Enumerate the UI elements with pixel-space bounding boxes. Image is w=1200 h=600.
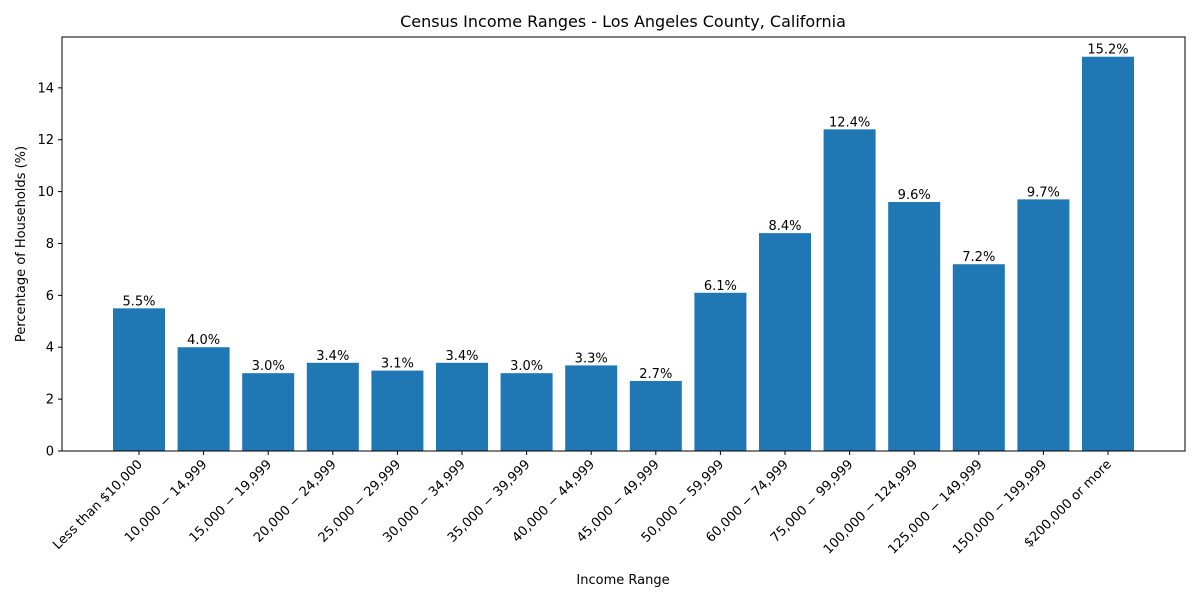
data-label-15: 15.2% bbox=[1087, 43, 1128, 58]
y-tick-label-4: 8 bbox=[46, 237, 54, 252]
y-tick-label-5: 10 bbox=[37, 185, 54, 200]
x-axis-label: Income Range bbox=[576, 573, 669, 588]
data-labels-layer: 5.5% 4.0% 3.0% 3.4% 3.1% 3.4% 3.0% 3.3% 2.7% 6.1%… bbox=[122, 43, 1128, 382]
data-label-10: 8.4% bbox=[768, 219, 801, 234]
chart-title: Census Income Ranges - Los Angeles Count… bbox=[400, 12, 846, 31]
data-label-5: 3.4% bbox=[445, 349, 478, 364]
bar-3 bbox=[306, 362, 359, 451]
bar-1 bbox=[177, 347, 230, 451]
data-label-9: 6.1% bbox=[704, 279, 737, 294]
bar-8 bbox=[629, 380, 682, 451]
bar-4 bbox=[371, 370, 424, 451]
y-axis: 0 2 4 6 8 10 12 14 bbox=[37, 81, 62, 460]
y-tick-label-3: 6 bbox=[46, 289, 54, 304]
y-tick-label-2: 4 bbox=[46, 341, 54, 356]
y-tick-label-6: 12 bbox=[37, 133, 54, 148]
plot-frame bbox=[61, 36, 1186, 452]
data-label-6: 3.0% bbox=[510, 359, 543, 374]
y-tick-label-1: 2 bbox=[46, 393, 54, 408]
data-label-7: 3.3% bbox=[575, 351, 608, 366]
data-label-12: 9.6% bbox=[898, 188, 931, 203]
bar-0 bbox=[113, 308, 165, 451]
bar-11 bbox=[823, 129, 876, 451]
data-label-1: 4.0% bbox=[187, 333, 220, 348]
data-label-11: 12.4% bbox=[829, 115, 870, 130]
data-label-3: 3.4% bbox=[316, 349, 349, 364]
bar-14 bbox=[1017, 199, 1070, 451]
y-tick-label-7: 14 bbox=[37, 81, 54, 96]
bar-15 bbox=[1082, 56, 1134, 452]
bars-layer bbox=[113, 56, 1134, 452]
data-label-14: 9.7% bbox=[1027, 185, 1060, 200]
y-tick-label-0: 0 bbox=[46, 445, 54, 460]
bar-5 bbox=[436, 362, 488, 451]
data-label-0: 5.5% bbox=[122, 294, 155, 309]
data-label-2: 3.0% bbox=[252, 359, 285, 374]
bar-2 bbox=[242, 373, 295, 451]
bar-6 bbox=[500, 373, 553, 451]
bar-7 bbox=[565, 365, 618, 451]
bar-12 bbox=[888, 201, 941, 451]
data-label-8: 2.7% bbox=[639, 367, 672, 382]
bar-9 bbox=[694, 292, 747, 451]
bar-10 bbox=[759, 233, 811, 451]
bar-13 bbox=[952, 264, 1005, 451]
data-label-4: 3.1% bbox=[381, 357, 414, 372]
data-label-13: 7.2% bbox=[962, 250, 995, 265]
y-axis-label: Percentage of Households (%) bbox=[14, 146, 29, 342]
